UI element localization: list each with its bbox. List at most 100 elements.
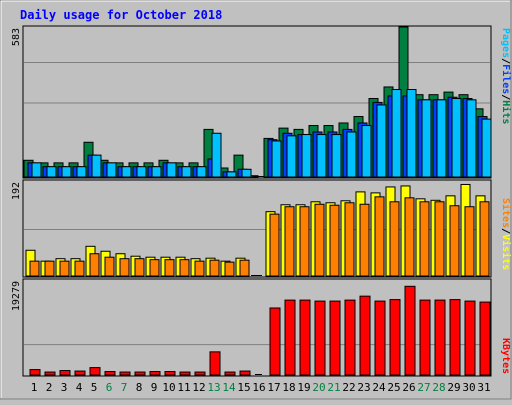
- bar-kbytes-day-28: [434, 299, 446, 376]
- x-tick-label-day-17: 17: [267, 381, 280, 394]
- bar-sites-day-12: [194, 260, 205, 277]
- bar-sites-day-30: [464, 206, 475, 277]
- bar-kbytes-day-25: [389, 299, 401, 376]
- bar-pages-day-22: [346, 131, 357, 178]
- x-tick-label-day-2: 2: [46, 381, 53, 394]
- bar-sites-day-31: [479, 201, 490, 277]
- bar-pages-day-28: [436, 99, 447, 178]
- bar-pages-day-15: [241, 168, 252, 178]
- bars: [23, 26, 492, 376]
- bar-sites-day-9: [149, 259, 160, 277]
- bar-pages-day-8: [136, 166, 147, 178]
- bar-sites-day-17: [269, 213, 280, 277]
- bar-sites-day-11: [179, 259, 190, 277]
- bar-pages-day-24: [376, 104, 387, 178]
- x-tick-label-day-1: 1: [31, 381, 38, 394]
- bar-pages-day-19: [301, 134, 312, 178]
- bar-sites-day-18: [284, 206, 295, 277]
- bar-pages-day-12: [196, 166, 207, 178]
- x-tick-label-day-8: 8: [136, 381, 143, 394]
- x-tick-label-day-10: 10: [162, 381, 175, 394]
- bar-kbytes-day-7: [119, 371, 131, 376]
- bar-kbytes-day-12: [194, 371, 206, 376]
- bar-sites-day-20: [314, 203, 325, 277]
- x-tick-label-day-27: 27: [417, 381, 430, 394]
- bar-kbytes-day-9: [149, 371, 161, 376]
- bar-sites-day-6: [104, 256, 115, 277]
- bar-sites-day-1: [29, 260, 40, 277]
- bar-sites-day-24: [374, 196, 385, 277]
- bar-pages-day-26: [406, 89, 417, 178]
- bar-pages-day-5: [91, 154, 102, 178]
- x-tick-label-day-28: 28: [432, 381, 445, 394]
- bar-pages-day-17: [271, 140, 282, 178]
- bar-sites-day-16: [255, 275, 262, 276]
- bar-kbytes-day-5: [89, 367, 101, 376]
- x-tick-label-day-29: 29: [447, 381, 460, 394]
- bar-pages-day-25: [391, 89, 402, 178]
- bar-sites-day-25: [389, 201, 400, 277]
- panel-middle-ymax-label: 192: [11, 182, 22, 200]
- panel-bottom-ymax-label: 19279: [11, 281, 22, 311]
- bar-sites-day-8: [134, 258, 145, 277]
- legend-middle: Sites/Visits: [500, 198, 512, 270]
- bar-kbytes-day-22: [344, 299, 356, 376]
- x-tick-label-day-21: 21: [327, 381, 340, 394]
- bar-sites-day-2: [44, 260, 55, 277]
- bar-pages-day-27: [421, 99, 432, 178]
- bar-kbytes-day-31: [479, 301, 491, 376]
- x-tick-label-day-23: 23: [357, 381, 370, 394]
- legend-top: Pages/Files/Hits: [500, 28, 512, 124]
- legend-bottom: KBytes: [500, 338, 511, 374]
- x-tick-label-day-22: 22: [342, 381, 355, 394]
- bar-pages-day-20: [316, 134, 327, 178]
- legend-files: Files: [500, 64, 512, 94]
- bar-kbytes-day-19: [299, 299, 311, 376]
- bar-kbytes-day-14: [224, 371, 236, 376]
- legend-hits: Hits: [500, 100, 512, 124]
- bar-sites-day-15: [239, 259, 250, 277]
- bar-pages-day-7: [121, 166, 132, 178]
- bar-kbytes-day-23: [359, 295, 371, 376]
- bar-kbytes-day-30: [464, 300, 476, 376]
- x-tick-label-day-5: 5: [91, 381, 98, 394]
- bar-pages-day-23: [361, 125, 372, 178]
- bar-files-day-16: [253, 176, 260, 177]
- x-tick-label-day-24: 24: [372, 381, 386, 394]
- bar-kbytes-day-4: [74, 370, 86, 376]
- bar-pages-day-21: [331, 134, 342, 178]
- bar-pages-day-9: [151, 166, 162, 178]
- bar-pages-day-4: [76, 166, 87, 178]
- x-tick-label-day-31: 31: [477, 381, 490, 394]
- bar-kbytes-day-18: [284, 299, 296, 376]
- x-tick-label-day-26: 26: [402, 381, 415, 394]
- panel-top-ymax-label: 583: [11, 28, 22, 46]
- x-tick-label-day-13: 13: [207, 381, 220, 394]
- legend-kbytes: KBytes: [500, 338, 511, 374]
- x-tick-label-day-16: 16: [252, 381, 265, 394]
- bar-kbytes-day-21: [329, 300, 341, 376]
- bar-pages-day-2: [46, 166, 57, 178]
- bar-kbytes-day-15: [239, 370, 251, 376]
- bar-pages-day-18: [286, 135, 297, 178]
- x-tick-label-day-19: 19: [297, 381, 310, 394]
- bar-sites-day-14: [224, 261, 235, 277]
- chart-title: Daily usage for October 2018: [20, 8, 222, 22]
- bar-pages-day-31: [481, 118, 492, 178]
- x-axis-labels: 1 2 3 4 5 6 7 8 9 10 11 12 13 14 15 16 17 18 19 20 21 22 23 24 2…: [31, 381, 491, 394]
- bar-sites-day-29: [449, 205, 460, 277]
- legend-pages: Pages: [500, 28, 511, 58]
- x-tick-label-day-20: 20: [312, 381, 325, 394]
- bar-kbytes-day-16: [255, 374, 262, 375]
- x-tick-label-day-7: 7: [121, 381, 128, 394]
- bar-pages-day-6: [106, 162, 117, 178]
- x-tick-label-day-9: 9: [151, 381, 158, 394]
- bar-kbytes-day-27: [419, 299, 431, 376]
- bar-pages-day-16: [257, 176, 264, 177]
- bar-pages-day-30: [466, 99, 477, 178]
- bar-pages-day-13: [211, 132, 222, 178]
- x-tick-label-day-18: 18: [282, 381, 295, 394]
- bar-kbytes-day-26: [404, 285, 416, 376]
- bar-kbytes-day-20: [314, 300, 326, 376]
